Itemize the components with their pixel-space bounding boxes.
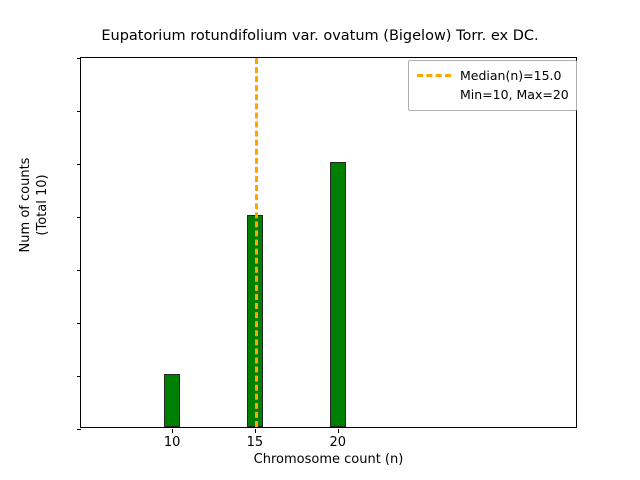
x-tick-mark	[337, 429, 339, 433]
legend-row: Min=10, Max=20	[417, 85, 569, 104]
y-tick-mark	[77, 164, 81, 165]
median-line-swatch-icon	[417, 74, 451, 77]
y-tick-mark	[77, 111, 81, 112]
bar	[329, 162, 347, 427]
plot-inner	[81, 58, 576, 427]
x-axis-label: Chromosome count (n)	[253, 452, 404, 467]
plot-area: 01234567 10 15 20	[77, 57, 577, 450]
y-tick-mark	[77, 323, 81, 324]
legend-label-median: Median(n)=15.0	[460, 68, 562, 83]
x-tick-mark	[254, 429, 256, 433]
legend-row: Median(n)=15.0	[417, 66, 568, 85]
y-tick-mark	[77, 429, 81, 430]
y-axis-label-line-2: (Total 10)	[35, 174, 50, 236]
x-tick-label: 20	[329, 435, 347, 450]
y-axis-label: Num of counts (Total 10)	[14, 105, 54, 305]
y-tick-mark	[77, 270, 81, 271]
y-axis-ticks: 01234567	[77, 58, 576, 430]
legend-label-range: Min=10, Max=20	[460, 87, 569, 102]
y-tick-mark	[77, 376, 81, 377]
y-axis-label-line-1: Num of counts	[18, 157, 33, 253]
bar	[163, 374, 181, 427]
x-tick-mark	[172, 429, 174, 433]
chart-title: Eupatorium rotundifolium var. ovatum (Bi…	[101, 28, 539, 44]
median-line	[254, 58, 258, 427]
chart-legend: Median(n)=15.0 Min=10, Max=20	[408, 60, 577, 111]
y-tick-mark	[77, 217, 81, 218]
y-tick-mark	[77, 58, 81, 59]
x-tick-label: 15	[246, 435, 264, 450]
x-tick-label: 10	[163, 435, 181, 450]
